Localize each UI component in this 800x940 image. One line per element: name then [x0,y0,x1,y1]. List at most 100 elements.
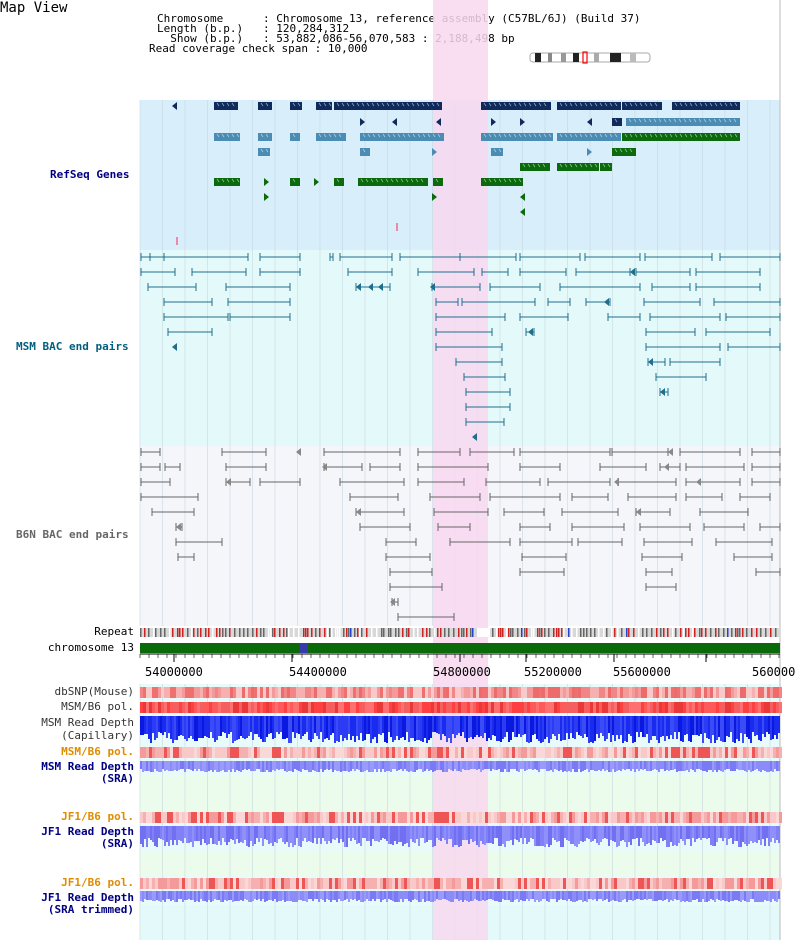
msm-b6-pol-cell[interactable] [329,702,332,713]
jf1-sra-depth[interactable] [748,826,750,844]
msm-b6-pol-cell[interactable] [443,702,446,713]
jf1-trim-depth[interactable] [186,891,188,900]
jf1-b6-pol-cell[interactable] [611,812,614,823]
msm-b6-pol-sra-cell[interactable] [557,747,560,758]
dbsnp-cell[interactable] [284,687,287,698]
jf1-sra-depth[interactable] [704,826,706,838]
jf1-trim-depth[interactable] [414,891,416,899]
msm-b6-pol-cell[interactable] [401,702,404,713]
jf1-b6-pol-trim-cell[interactable] [308,878,311,889]
jf1-sra-depth[interactable] [316,826,318,844]
jf1-sra-depth[interactable] [248,826,250,847]
msm-b6-pol-sra-cell[interactable] [476,747,479,758]
repeat-element[interactable] [675,628,677,637]
dbsnp-cell[interactable] [212,687,215,698]
refseq-gene[interactable] [264,178,269,186]
msm-capillary-depth[interactable] [634,716,636,742]
msm-capillary-depth[interactable] [462,716,464,732]
msm-b6-pol-cell[interactable] [488,702,491,713]
jf1-b6-pol-trim-cell[interactable] [599,878,602,889]
b6n-bac-end[interactable] [614,478,619,486]
jf1-b6-pol-cell[interactable] [605,812,608,823]
msm-b6-pol-cell[interactable] [389,702,392,713]
jf1-trim-depth[interactable] [252,891,254,901]
jf1-trim-depth[interactable] [484,891,486,901]
repeat-element[interactable] [606,628,608,637]
msm-capillary-depth[interactable] [320,716,322,732]
msm-b6-pol-sra-cell[interactable] [212,747,215,758]
jf1-b6-pol-cell[interactable] [218,812,221,823]
dbsnp-cell[interactable] [767,687,770,698]
msm-capillary-depth[interactable] [584,716,586,734]
msm-b6-pol-sra-cell[interactable] [293,747,296,758]
dbsnp-cell[interactable] [245,687,248,698]
jf1-sra-depth[interactable] [152,826,154,842]
msm-b6-pol-cell[interactable] [191,702,194,713]
msm-b6-pol-cell[interactable] [509,702,512,713]
jf1-trim-depth[interactable] [268,891,270,900]
jf1-b6-pol-cell[interactable] [473,812,476,823]
jf1-b6-pol-trim-cell[interactable] [626,878,629,889]
jf1-b6-pol-trim-cell[interactable] [719,878,722,889]
msm-b6-pol-cell[interactable] [533,702,536,713]
msm-sra-depth[interactable] [198,761,200,769]
jf1-b6-pol-cell[interactable] [596,812,599,823]
repeat-element[interactable] [179,628,181,637]
jf1-trim-depth[interactable] [506,891,508,900]
msm-b6-pol-sra-cell[interactable] [347,747,350,758]
jf1-sra-depth[interactable] [300,826,302,847]
msm-capillary-depth[interactable] [774,716,776,735]
repeat-element[interactable] [453,628,455,637]
msm-capillary-depth[interactable] [418,716,420,740]
jf1-b6-pol-cell[interactable] [539,812,542,823]
msm-b6-pol-sra-cell[interactable] [704,747,707,758]
msm-capillary-depth[interactable] [428,716,430,740]
msm-capillary-depth[interactable] [642,716,644,737]
jf1-b6-pol-cell[interactable] [731,812,734,823]
jf1-b6-pol-trim-cell[interactable] [737,878,740,889]
msm-b6-pol-cell[interactable] [734,702,737,713]
jf1-trim-depth[interactable] [358,891,360,900]
jf1-sra-depth[interactable] [520,826,522,838]
msm-b6-pol-sra-cell[interactable] [344,747,347,758]
msm-sra-depth[interactable] [522,761,524,769]
msm-sra-depth[interactable] [616,761,618,771]
jf1-sra-depth[interactable] [518,826,520,842]
msm-capillary-depth[interactable] [360,716,362,733]
jf1-b6-pol-cell[interactable] [335,812,338,823]
msm-capillary-depth[interactable] [442,716,444,734]
jf1-sra-depth[interactable] [536,826,538,846]
msm-b6-pol-sra-cell[interactable] [353,747,356,758]
msm-sra-depth[interactable] [466,761,468,770]
jf1-b6-pol-trim-cell[interactable] [392,878,395,889]
msm-b6-pol-sra-cell[interactable] [503,747,506,758]
jf1-b6-pol-trim-cell[interactable] [221,878,224,889]
jf1-sra-depth[interactable] [140,826,142,844]
msm-b6-pol-cell[interactable] [497,702,500,713]
repeat-element[interactable] [339,628,341,637]
jf1-b6-pol-trim-cell[interactable] [263,878,266,889]
jf1-sra-depth[interactable] [170,826,172,840]
jf1-b6-pol-trim-cell[interactable] [686,878,689,889]
jf1-sra-depth[interactable] [486,826,488,843]
msm-b6-pol-sra-cell[interactable] [206,747,209,758]
msm-capillary-depth[interactable] [330,716,332,735]
jf1-sra-depth[interactable] [504,826,506,847]
msm-b6-pol-sra-cell[interactable] [203,747,206,758]
jf1-b6-pol-trim-cell[interactable] [455,878,458,889]
msm-sra-depth[interactable] [344,761,346,771]
msm-b6-pol-sra-cell[interactable] [188,747,191,758]
msm-b6-pol-sra-cell[interactable] [629,747,632,758]
jf1-b6-pol-cell[interactable] [242,812,245,823]
msm-capillary-depth[interactable] [232,716,234,743]
dbsnp-cell[interactable] [551,687,554,698]
msm-capillary-depth[interactable] [562,716,564,740]
msm-capillary-depth[interactable] [638,716,640,737]
msm-sra-depth[interactable] [602,761,604,769]
repeat-element[interactable] [680,628,682,637]
jf1-trim-depth[interactable] [524,891,526,901]
jf1-b6-pol-cell[interactable] [350,812,353,823]
refseq-gene[interactable] [214,102,238,110]
jf1-b6-pol-cell[interactable] [191,812,194,823]
repeat-element[interactable] [496,628,498,637]
